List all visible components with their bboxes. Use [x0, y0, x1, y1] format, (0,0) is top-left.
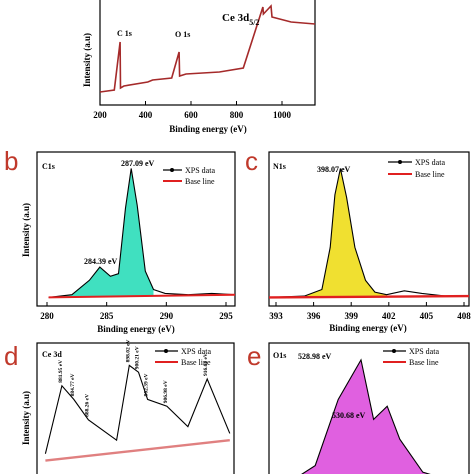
ann-o1s: O 1s: [175, 30, 190, 39]
panel-c-x-tick-label: 402: [382, 311, 396, 321]
panel-a-x-tick-label: 1000: [273, 110, 292, 120]
c1s-peak-287: 287.09 eV: [121, 159, 155, 168]
ce3d-peak-label: 900.21 eV: [134, 346, 140, 369]
ce3d-peak-label: 916.61 eV: [203, 353, 209, 376]
legend-base-label: Base line: [181, 358, 211, 367]
panel-a-frame: [99, 0, 316, 106]
panel-a-ylabel: Intensity (a.u): [82, 33, 92, 87]
c1s-xps-line: [48, 168, 236, 298]
panel-e: e O1s 528.98 eV 530.68 eV XPS data Base …: [247, 341, 470, 474]
panel-b-xlabel: Binding energy (eV): [97, 324, 175, 334]
panel-c-x-tick-label: 399: [344, 311, 358, 321]
panel-a-x-tick-label: 200: [93, 110, 107, 120]
panel-b-legend: XPS data Base line: [163, 166, 215, 186]
legend-xps-marker: [164, 349, 168, 353]
panel-c-xticks: 393 396 399 402 405 408: [269, 302, 471, 321]
panel-e-frame: [268, 342, 470, 474]
panel-c-legend: XPS data Base line: [388, 158, 445, 179]
o1s-fill: [302, 359, 429, 474]
panel-d-corner: Ce 3d: [42, 350, 62, 359]
legend-xps-label: XPS data: [181, 347, 211, 356]
n1s-xps-line: [268, 168, 469, 298]
o1s-peak-530: 530.68 eV: [332, 411, 366, 420]
c1s-baseline: [48, 293, 236, 299]
ann-c1s: C 1s: [117, 29, 132, 38]
ce3d-peak-label: 906.98 eV: [163, 380, 169, 403]
panel-b-ylabel: Intensity (a.u): [21, 203, 31, 257]
panel-c-corner: N1s: [273, 162, 286, 171]
panel-b-letter: b: [4, 146, 18, 176]
panel-b-x-tick-label: 280: [40, 311, 54, 321]
survey-line: [99, 4, 316, 93]
ce3d-peak-label: 888.26 eV: [84, 394, 90, 417]
panel-d: d Intensity (a.u) Ce 3d 881.95 eV 884.77 …: [4, 339, 235, 474]
panel-b-x-tick-label: 290: [160, 311, 174, 321]
panel-c-x-tick-label: 396: [307, 311, 321, 321]
o1s-peak-528: 528.98 eV: [298, 352, 332, 361]
c1s-fill: [48, 168, 154, 298]
legend-xps-label: XPS data: [185, 166, 215, 175]
panel-b-x-tick-label: 295: [219, 311, 233, 321]
panel-a-xlabel: Binding energy (eV): [169, 124, 247, 134]
panel-c: c N1s 398.07 eV XPS data Base line 393 39…: [245, 146, 471, 333]
n1s-peak-398: 398.07 eV: [317, 165, 351, 174]
panel-e-corner: O1s: [273, 351, 286, 360]
n1s-fill: [304, 168, 387, 298]
panel-a-xticks: 200 400 600 800 1000: [93, 101, 292, 120]
panel-b-x-tick-label: 285: [100, 311, 114, 321]
ce3d-peak-label: 898.02 eV: [125, 339, 131, 362]
ce3d-peak-label: 884.77 eV: [70, 373, 76, 396]
ce3d-xps-line: [44, 364, 231, 454]
panel-e-letter: e: [247, 341, 261, 371]
panel-a-x-tick-label: 600: [184, 110, 198, 120]
ce3d-peak-label: 902.39 eV: [144, 373, 150, 396]
o1s-xps-line: [301, 358, 431, 474]
panel-b-corner: C1s: [42, 162, 55, 171]
panel-d-letter: d: [4, 341, 18, 371]
panel-e-legend: XPS data Base line: [383, 347, 439, 367]
legend-xps-label: XPS data: [409, 347, 439, 356]
panel-c-letter: c: [245, 146, 258, 176]
ce3d-peak-labels: 881.95 eV 884.77 eV 888.26 eV 898.02 eV 900.…: [58, 339, 209, 416]
panel-d-ylabel: Intensity (a.u): [21, 391, 31, 445]
legend-base-label: Base line: [409, 358, 439, 367]
panel-d-frame: [36, 342, 235, 474]
legend-base-label: Base line: [185, 177, 215, 186]
n1s-baseline: [268, 294, 470, 299]
panel-c-frame: [268, 151, 470, 307]
panel-c-x-tick-label: 408: [457, 311, 471, 321]
legend-xps-marker: [398, 160, 402, 164]
legend-xps-marker: [170, 168, 174, 172]
panel-b-frame: [36, 151, 236, 307]
panel-c-x-tick-label: 393: [269, 311, 283, 321]
panel-a: Intensity (a.u) C 1s O 1s Ce 3d5/2 200 40…: [82, 0, 316, 134]
panel-b-xticks: 280 285 290 295: [40, 302, 233, 321]
panel-a-x-tick-label: 400: [139, 110, 153, 120]
c1s-peak-284: 284.39 eV: [84, 257, 118, 266]
legend-xps-marker: [392, 349, 396, 353]
ann-ce3d: Ce 3d5/2: [222, 12, 259, 27]
panel-c-x-tick-label: 405: [420, 311, 434, 321]
ce3d-baseline: [45, 439, 230, 462]
legend-xps-label: XPS data: [415, 158, 445, 167]
panel-c-xlabel: Binding energy (eV): [329, 323, 407, 333]
panel-b: b Intensity (a.u) C1s 287.09 eV 284.39 e…: [4, 146, 236, 334]
ce3d-peak-label: 881.95 eV: [58, 360, 64, 383]
panel-d-legend: XPS data Base line: [155, 347, 211, 367]
legend-base-label: Base line: [415, 170, 445, 179]
panel-a-x-tick-label: 800: [230, 110, 244, 120]
